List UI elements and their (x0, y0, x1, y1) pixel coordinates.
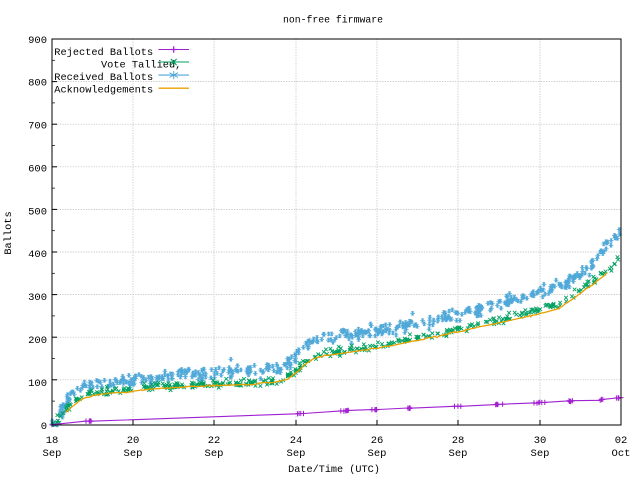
svg-text:Acknowledgements: Acknowledgements (54, 85, 153, 97)
svg-text:Sep: Sep (449, 448, 468, 460)
svg-text:200: 200 (28, 335, 47, 347)
svg-text:Rejected Ballots: Rejected Ballots (54, 47, 153, 59)
svg-text:Sep: Sep (205, 448, 224, 460)
svg-text:Oct: Oct (612, 448, 631, 460)
svg-text:Ballots: Ballots (3, 211, 15, 254)
svg-text:Date/Time (UTC): Date/Time (UTC) (288, 464, 380, 476)
svg-text:Sep: Sep (124, 448, 143, 460)
svg-text:Received Ballots: Received Ballots (54, 72, 153, 84)
svg-text:400: 400 (28, 249, 47, 261)
svg-text:24: 24 (290, 435, 303, 447)
svg-text:22: 22 (208, 435, 221, 447)
svg-text:800: 800 (28, 78, 47, 90)
svg-text:02: 02 (615, 435, 628, 447)
svg-text:26: 26 (371, 435, 384, 447)
svg-text:Sep: Sep (368, 448, 387, 460)
svg-text:500: 500 (28, 206, 47, 218)
svg-text:30: 30 (534, 435, 547, 447)
svg-text:non-free firmware: non-free firmware (283, 15, 383, 26)
svg-text:Sep: Sep (287, 448, 306, 460)
svg-text:700: 700 (28, 121, 47, 133)
svg-text:0: 0 (41, 421, 47, 433)
svg-text:18: 18 (46, 435, 59, 447)
svg-text:Sep: Sep (43, 448, 62, 460)
svg-text:100: 100 (28, 378, 47, 390)
svg-text:20: 20 (127, 435, 140, 447)
svg-text:Sep: Sep (531, 448, 550, 460)
svg-text:900: 900 (28, 35, 47, 47)
svg-text:28: 28 (452, 435, 465, 447)
svg-text:300: 300 (28, 292, 47, 304)
svg-text:600: 600 (28, 164, 47, 176)
